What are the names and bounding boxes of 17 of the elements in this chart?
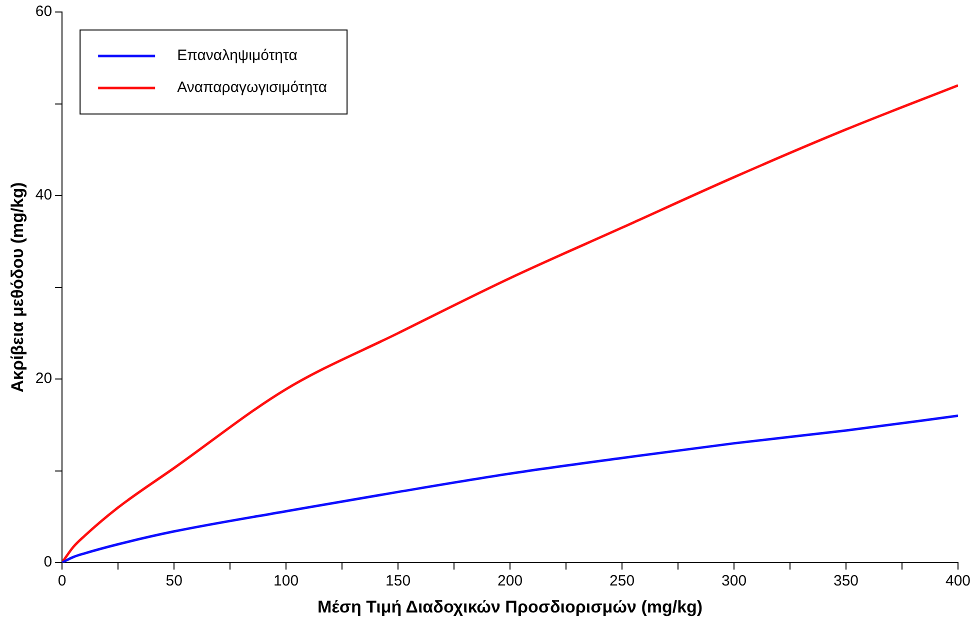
y-tick-label: 40: [35, 186, 52, 204]
x-tick-label: 200: [498, 572, 523, 590]
y-tick-label: 20: [35, 370, 52, 388]
y-tick-label: 0: [44, 554, 52, 571]
x-axis-title: Μέση Τιμή Διαδοχικών Προσδιορισμών (mg/kg): [317, 597, 703, 616]
x-tick-label: 400: [945, 572, 971, 590]
x-tick-label: 50: [166, 572, 182, 590]
x-tick-label: 100: [274, 572, 299, 590]
x-tick-label: 300: [722, 572, 747, 590]
y-tick-label: 60: [35, 3, 52, 20]
y-axis-title: Ακρίβεια μεθόδου (mg/kg): [8, 182, 27, 392]
x-tick-label: 150: [386, 572, 411, 590]
legend-label: Αναπαραγωγισιμότητα: [177, 79, 328, 96]
x-tick-label: 250: [610, 572, 635, 590]
x-tick-label: 350: [833, 572, 859, 590]
x-tick-label: 0: [58, 572, 66, 590]
legend-label: Επαναληψιμότητα: [177, 47, 298, 64]
